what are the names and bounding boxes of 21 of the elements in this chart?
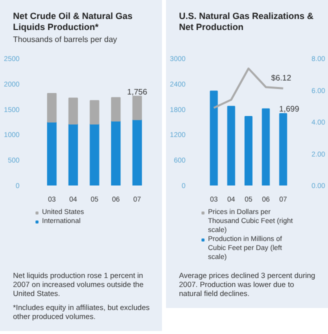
bar <box>90 100 100 125</box>
bar <box>132 119 142 186</box>
chart-title: U.S. Natural Gas Realizations & Net Production <box>179 11 315 33</box>
bar <box>68 98 78 125</box>
bar <box>47 122 57 186</box>
bar <box>90 124 100 186</box>
data-label: $6.12 <box>271 73 292 82</box>
bar <box>227 106 236 186</box>
bar <box>47 93 57 122</box>
bar <box>111 120 121 186</box>
bar <box>68 124 78 186</box>
bar <box>210 90 218 186</box>
bar <box>262 108 270 186</box>
chart-title: Net Crude Oil & Natural Gas Liquids Production* <box>13 11 134 33</box>
chart-subtitle: Thousands of barrels per day <box>13 35 118 44</box>
bar <box>132 96 142 120</box>
bar <box>279 113 288 186</box>
data-label: 1,699 <box>279 104 300 114</box>
total-label: 1,756 <box>127 87 148 96</box>
bar <box>244 116 252 186</box>
bar <box>111 97 121 122</box>
